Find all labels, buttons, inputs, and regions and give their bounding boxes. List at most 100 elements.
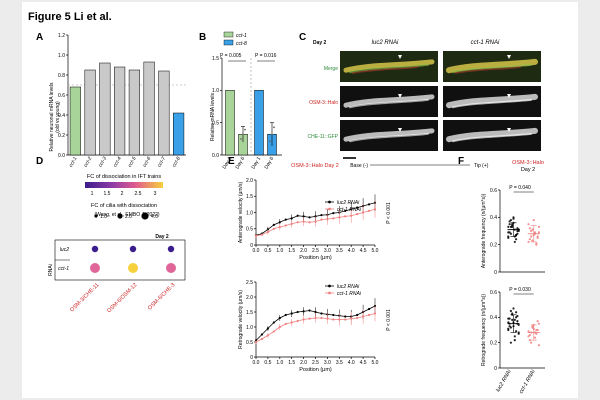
y-tick-label: 0.5 (246, 227, 253, 233)
data-point-luc2 RNAi (517, 323, 520, 327)
x-tick-label: 3.5 (336, 248, 343, 254)
y-tick-label: 0.6 (58, 93, 65, 99)
data-point-luc2 RNAi (509, 341, 512, 344)
series-point-cct-1 RNAi (350, 214, 353, 217)
y-tick-label: 0.5 (212, 120, 219, 126)
arrowhead-marker (507, 128, 511, 132)
data-point-cct-1 RNAi (535, 242, 538, 245)
series-point-cct-1 RNAi (320, 218, 323, 221)
panel-a-ylabel-2: (old vs young) (55, 101, 61, 133)
series-point-cct-1 RNAi (367, 313, 371, 317)
series-point-luc2 RNAi (320, 312, 323, 315)
series-point-cct-1 RNAi (326, 317, 329, 320)
data-point-luc2 RNAi (509, 232, 512, 235)
y-tick-label: 1.0 (246, 325, 253, 331)
data-point-luc2 RNAi (508, 220, 511, 223)
data-point-luc2 RNAi (516, 232, 519, 235)
series-point-cct-1 RNAi (332, 318, 335, 321)
arrowhead-marker (398, 55, 402, 59)
panel-e-pvalue-bottom: P < 0.001 (386, 309, 392, 331)
series-point-cct-1 RNAi (266, 230, 269, 234)
series-point-luc2 RNAi (296, 214, 299, 217)
cilium-highlight (349, 63, 429, 74)
cilium-signal (343, 128, 435, 142)
y-tick-label: 0 (250, 355, 253, 361)
dot-luc2-OSM-6/OSM-12 (129, 245, 137, 253)
series-point-cct-1 RNAi (272, 227, 275, 230)
panel-d-dot-plot (90, 245, 176, 273)
x-axis-label: Position (μm) (299, 255, 332, 261)
y-tick-label: 1.0 (58, 53, 65, 59)
x-tick-label: 0.5 (264, 360, 271, 366)
y-tick-label: 0.0 (58, 153, 65, 159)
x-tick-label: 2.5 (312, 360, 319, 366)
data-point-cct-1 RNAi (537, 344, 541, 347)
x-tick-label: cct-2 (83, 156, 94, 169)
cilium-highlight (452, 63, 532, 74)
dot-cct-1-OSM-6/CHE-3 (166, 263, 176, 273)
arrowhead-marker (507, 94, 511, 98)
data-point-luc2 RNAi (508, 223, 511, 226)
y-tick-label: 0.2 (58, 133, 65, 139)
series-point-luc2 RNAi (344, 315, 347, 318)
series-point-luc2 RNAi (356, 206, 359, 209)
x-tick-label: 4.0 (348, 360, 355, 366)
data-point-luc2 RNAi (515, 234, 518, 237)
series-point-cct-1 RNAi (260, 337, 264, 341)
x-tick-label: 1.0 (276, 360, 283, 366)
replicate-point (240, 138, 242, 140)
bar-cct-7 (158, 70, 170, 156)
data-point-luc2 RNAi (509, 326, 512, 329)
data-point-luc2 RNAi (509, 225, 512, 228)
series-point-luc2 RNAi (314, 310, 317, 314)
colorbar-tick: 2 (121, 191, 124, 197)
series-point-luc2 RNAi (284, 218, 287, 221)
x-tick-label: 3.0 (324, 248, 331, 254)
series-point-luc2 RNAi (296, 310, 299, 314)
panel-b-legend: cct-1 cct-8 (223, 31, 247, 47)
data-point-luc2 RNAi (507, 317, 510, 320)
panel-c-day: Day 2 (313, 40, 327, 46)
figure-title: Figure 5 Li et al. (28, 11, 112, 23)
x-tick-label: 3.5 (336, 360, 343, 366)
x-tick-label: cct-8 (171, 156, 182, 169)
series-point-luc2 RNAi (278, 316, 281, 320)
series-point-cct-1 RNAi (266, 334, 269, 337)
colorbar-tick: 2.5 (135, 191, 142, 197)
series-point-luc2 RNAi (308, 309, 311, 312)
series-point-cct-1 RNAi (332, 217, 335, 220)
panel-c-label: C (299, 32, 306, 43)
series-point-cct-1 RNAi (314, 220, 317, 223)
y-tick-label: 1.0 (246, 210, 253, 216)
series-point-cct-1 RNAi (272, 330, 275, 333)
y-tick-label: 0.5 (246, 340, 253, 346)
x-tick-label: cct-1 (68, 156, 79, 169)
series-point-cct-1 RNAi (338, 318, 341, 321)
y-tick-label: 1.5 (212, 56, 219, 62)
y-tick-label: 0.6 (490, 188, 497, 194)
bar-cct-6 (143, 61, 155, 156)
series-point-cct-1 RNAi (308, 221, 311, 224)
panel-d-day: Day 2 (155, 234, 169, 240)
data-point-cct-1 RNAi (530, 235, 533, 238)
size-legend-dot-medium (117, 213, 123, 219)
size-legend-label: 1.0 (100, 214, 107, 220)
bar-cct-2 (84, 69, 96, 156)
series-point-cct-1 RNAi (314, 316, 317, 320)
legend-label-cct1: cct-1 (236, 33, 247, 39)
data-point-luc2 RNAi (509, 218, 512, 222)
x-tick-label: 2.0 (300, 360, 307, 366)
series-point-luc2 RNAi (260, 333, 264, 336)
series-point-cct-1 RNAi (356, 213, 359, 216)
data-point-luc2 RNAi (511, 312, 514, 315)
data-point-cct-1 RNAi (537, 322, 541, 325)
series-point-luc2 RNAi (272, 223, 275, 226)
y-tick-label: 2.0 (246, 295, 253, 301)
legend-marker-cct1 (328, 207, 331, 211)
series-point-luc2 RNAi (332, 313, 335, 317)
y-tick-label: 0.2 (490, 340, 497, 346)
panel-f-title-2: Day 2 (521, 167, 535, 173)
x-tick-label: Day 1 (251, 156, 263, 171)
